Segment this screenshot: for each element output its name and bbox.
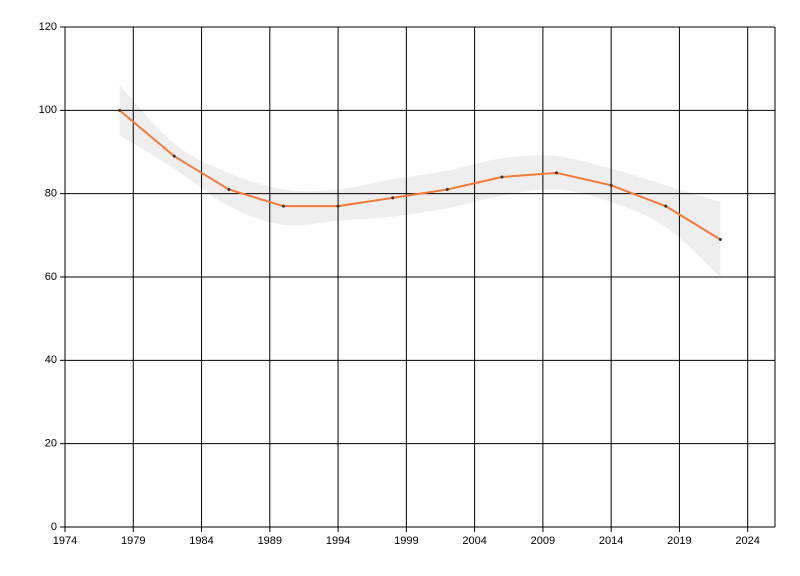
point [500, 175, 504, 179]
x-tick-label: 1974 [53, 535, 77, 547]
point [664, 204, 668, 208]
point [118, 108, 122, 112]
y-tick-label: 40 [45, 354, 57, 366]
y-tick-label: 120 [39, 21, 57, 33]
y-tick-label: 60 [45, 271, 57, 283]
point [718, 238, 722, 241]
point [609, 183, 613, 187]
x-tick-label: 2019 [667, 535, 691, 547]
point [281, 204, 285, 208]
x-tick-label: 1979 [121, 535, 145, 547]
x-tick-label: 1984 [189, 535, 213, 547]
y-tick-label: 100 [39, 104, 57, 116]
x-tick-label: 2009 [531, 535, 555, 547]
y-tick-label: 80 [45, 188, 57, 200]
y-tick-label: 20 [45, 438, 57, 450]
point [445, 188, 449, 191]
x-tick-label: 1989 [258, 535, 282, 547]
point [172, 154, 176, 158]
point [555, 171, 559, 175]
x-tick-label: 2004 [462, 535, 486, 547]
point [391, 196, 395, 200]
confidence-band [119, 85, 721, 277]
x-tick-label: 2024 [735, 535, 759, 547]
x-tick-label: 1994 [326, 535, 350, 547]
point [336, 204, 340, 208]
point [227, 188, 231, 191]
x-tick-label: 2014 [599, 535, 623, 547]
line [118, 109, 721, 241]
y-tick-label: 0 [51, 521, 57, 533]
x-tick-label: 1999 [394, 535, 418, 547]
